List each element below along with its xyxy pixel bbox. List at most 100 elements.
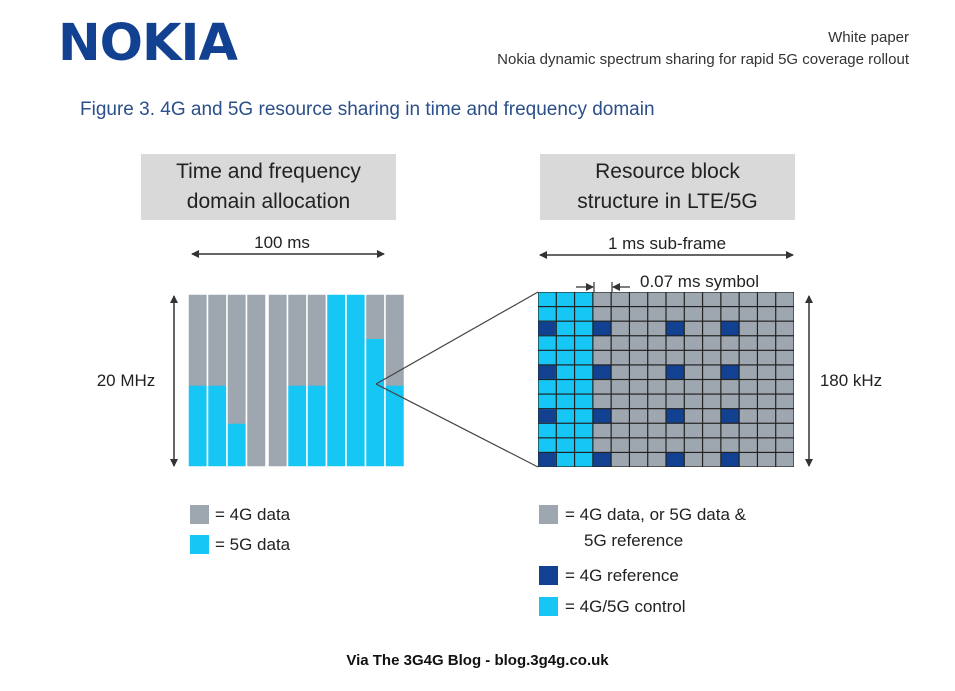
resource-element-data — [776, 409, 794, 423]
resource-element-data — [593, 438, 611, 452]
footer-credit: Via The 3G4G Blog - blog.3g4g.co.uk — [346, 652, 609, 669]
zoom-line-top — [375, 291, 539, 385]
resource-element-data — [684, 438, 702, 452]
right-panel-title-box: Resource block structure in LTE/5G — [540, 154, 795, 220]
resource-element-data — [630, 453, 648, 467]
resource-element-control — [556, 409, 574, 423]
resource-element-data — [739, 423, 757, 438]
allocation-column-5g — [227, 423, 247, 467]
resource-element-data — [611, 394, 629, 409]
resource-element-data — [648, 394, 666, 409]
resource-element-data — [630, 292, 648, 306]
resource-element-data — [739, 409, 757, 423]
resource-element-data — [648, 409, 666, 423]
resource-element-data — [721, 423, 739, 438]
resource-element-control — [575, 438, 593, 452]
resource-element-data — [758, 438, 776, 452]
resource-element-control — [538, 423, 556, 438]
nokia-logo: NOKIA — [58, 14, 238, 73]
allocation-column-border — [245, 293, 267, 468]
resource-element-control — [575, 365, 593, 379]
resource-element-data — [593, 307, 611, 321]
resource-element-control — [556, 365, 574, 379]
resource-element-data — [703, 409, 721, 423]
resource-element-data — [758, 365, 776, 379]
allocation-column-5g — [365, 338, 385, 467]
resource-element-data — [593, 350, 611, 365]
resource-element-data — [630, 380, 648, 394]
resource-element-control — [556, 453, 574, 467]
resource-element-data — [776, 380, 794, 394]
resource-element-reference-control — [538, 409, 556, 423]
resource-element-reference — [721, 321, 739, 336]
resource-element-data — [758, 423, 776, 438]
resource-element-data — [739, 307, 757, 321]
resource-element-data — [776, 394, 794, 409]
resource-element-control — [556, 321, 574, 336]
resource-element-data — [611, 307, 629, 321]
allocation-column-5g — [188, 385, 208, 467]
resource-element-data — [611, 350, 629, 365]
resource-element-data — [776, 350, 794, 365]
resource-element-reference — [666, 365, 684, 379]
resource-element-control — [575, 423, 593, 438]
resource-element-data — [666, 394, 684, 409]
resource-element-data — [721, 394, 739, 409]
resource-element-data — [721, 380, 739, 394]
resource-element-data — [611, 365, 629, 379]
resource-element-control — [556, 438, 574, 452]
resource-element-data — [758, 321, 776, 336]
resource-element-data — [758, 409, 776, 423]
resource-element-data — [611, 423, 629, 438]
resource-element-reference — [721, 453, 739, 467]
resource-element-data — [611, 380, 629, 394]
resource-element-data — [684, 307, 702, 321]
resource-element-control — [538, 336, 556, 350]
resource-element-data — [648, 321, 666, 336]
resource-element-data — [611, 292, 629, 306]
resource-element-data — [630, 365, 648, 379]
resource-element-reference — [666, 321, 684, 336]
time-frequency-grid — [187, 293, 406, 468]
resource-element-data — [758, 453, 776, 467]
resource-element-data — [721, 336, 739, 350]
resource-element-data — [703, 380, 721, 394]
resource-element-control — [556, 423, 574, 438]
freq-label-right: 180 kHz — [820, 371, 882, 390]
legend-label-5g-reference: 5G reference — [584, 531, 684, 550]
resource-element-control — [575, 380, 593, 394]
resource-element-data — [776, 423, 794, 438]
left-panel-title-box: Time and frequency domain allocation — [141, 154, 396, 220]
resource-element-data — [739, 438, 757, 452]
resource-element-reference — [593, 365, 611, 379]
resource-element-reference — [593, 321, 611, 336]
legend-label-control: = 4G/5G control — [565, 597, 686, 616]
resource-element-data — [611, 453, 629, 467]
resource-element-data — [611, 409, 629, 423]
resource-element-data — [776, 292, 794, 306]
time-label: 100 ms — [254, 233, 310, 252]
resource-element-data — [758, 336, 776, 350]
resource-element-data — [648, 423, 666, 438]
zoom-line-bottom — [375, 383, 539, 468]
resource-element-data — [703, 365, 721, 379]
allocation-column-5g — [307, 385, 327, 467]
resource-element-control — [575, 336, 593, 350]
resource-element-data — [684, 394, 702, 409]
resource-element-data — [721, 350, 739, 365]
resource-element-data — [648, 350, 666, 365]
resource-element-data — [739, 292, 757, 306]
resource-element-data — [648, 307, 666, 321]
legend-swatch-4g-data — [190, 505, 209, 524]
resource-element-data — [593, 423, 611, 438]
resource-element-data — [739, 380, 757, 394]
resource-element-data — [703, 336, 721, 350]
resource-element-data — [684, 453, 702, 467]
resource-element-data — [739, 453, 757, 467]
resource-element-data — [721, 307, 739, 321]
legend-swatch-4g-5g-data — [539, 505, 558, 524]
legend-label-4g-5g-data: = 4G data, or 5G data & — [565, 505, 746, 524]
resource-element-data — [739, 394, 757, 409]
resource-element-data — [611, 321, 629, 336]
